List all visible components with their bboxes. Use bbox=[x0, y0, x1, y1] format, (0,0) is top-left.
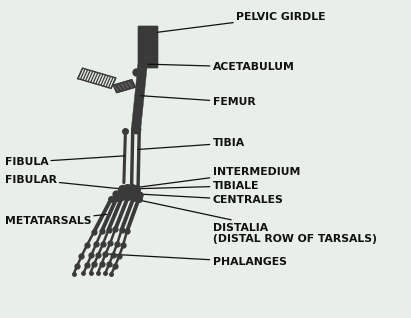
Text: FEMUR: FEMUR bbox=[140, 96, 255, 107]
Text: METATARSALS: METATARSALS bbox=[5, 214, 106, 226]
Text: DISTALIA
(DISTAL ROW OF TARSALS): DISTALIA (DISTAL ROW OF TARSALS) bbox=[132, 198, 376, 244]
Text: TIBIA: TIBIA bbox=[137, 138, 245, 149]
Text: PHALANGES: PHALANGES bbox=[106, 254, 286, 267]
Text: TIBIALE: TIBIALE bbox=[136, 181, 259, 191]
Text: INTERMEDIUM: INTERMEDIUM bbox=[132, 167, 300, 188]
Polygon shape bbox=[132, 64, 148, 129]
Text: PELVIC GIRDLE: PELVIC GIRDLE bbox=[157, 11, 326, 32]
Text: FIBULAR: FIBULAR bbox=[5, 175, 123, 189]
Text: CENTRALES: CENTRALES bbox=[135, 194, 283, 205]
Text: ACETABULUM: ACETABULUM bbox=[143, 62, 294, 72]
Text: FIBULA: FIBULA bbox=[5, 156, 125, 167]
